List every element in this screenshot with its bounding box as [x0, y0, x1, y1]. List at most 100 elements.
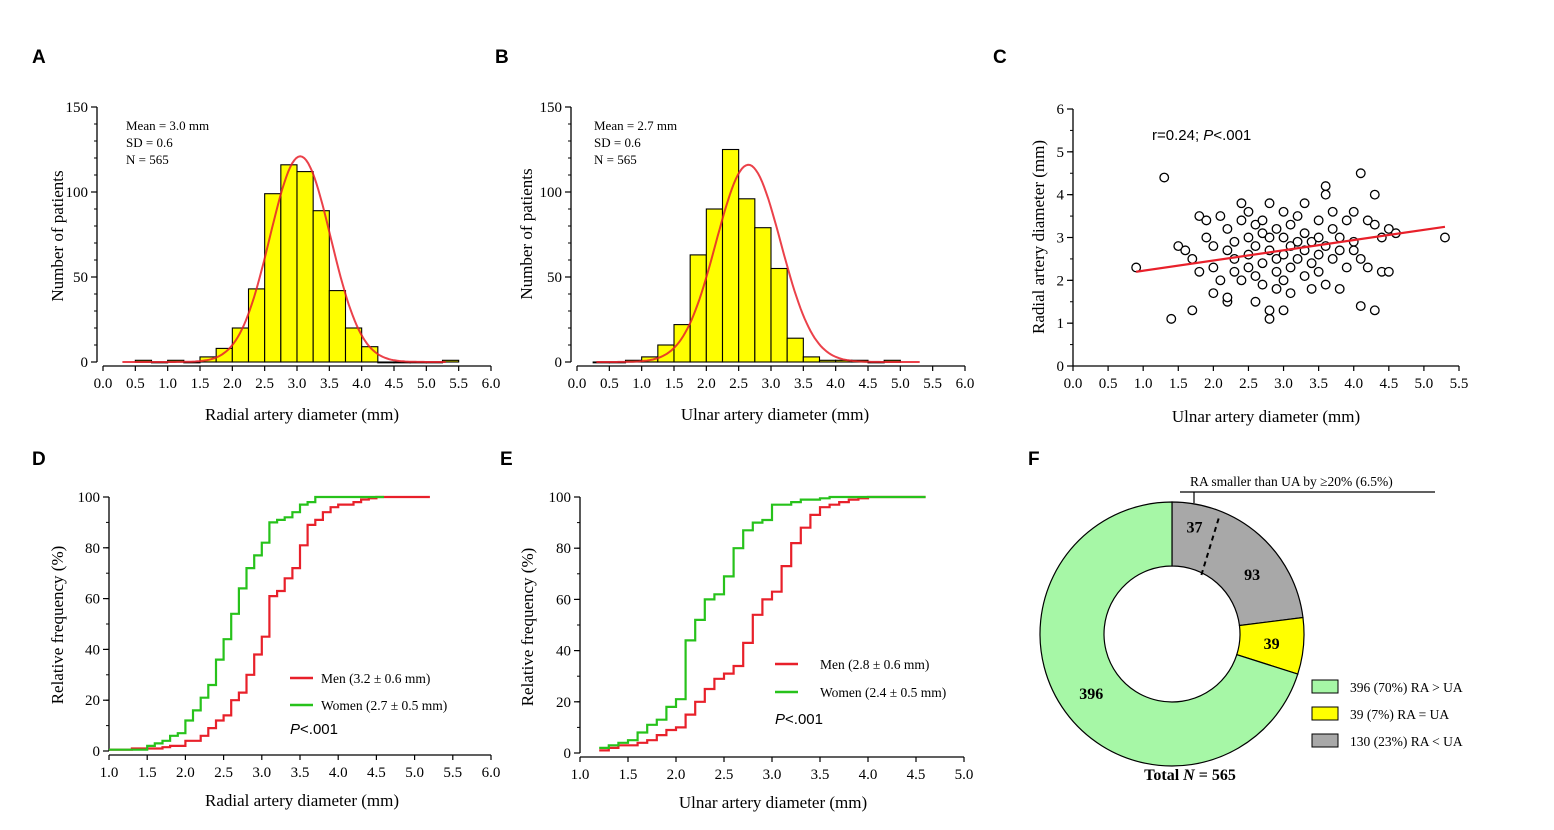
scatter-point	[1383, 223, 1394, 234]
scatter-point	[1278, 305, 1289, 316]
x-tick-label: 1.5	[619, 767, 638, 783]
panel-label-e: E	[500, 449, 513, 470]
x-tick-label: 4.0	[1344, 376, 1363, 392]
scatter-point	[1355, 168, 1366, 179]
x-tick-label: 4.5	[367, 765, 386, 781]
scatter-point	[1131, 262, 1142, 273]
scatter-point	[1243, 232, 1254, 243]
scatter-point	[1320, 279, 1331, 290]
histogram-bar	[673, 324, 691, 363]
panel-label-b: B	[495, 47, 509, 68]
scatter-point	[1271, 223, 1282, 234]
cdf-radial: 1.0 1.5 2.0 2.5 3.0 3.5 4.0 4.5 5.0 5.5 6.0 0 20 40 60…	[48, 490, 500, 810]
x-tick-label: 4.0	[826, 376, 845, 392]
scatter-point	[1348, 206, 1359, 217]
histogram-bar	[280, 164, 298, 363]
scatter-point	[1306, 283, 1317, 294]
scatter-point	[1229, 236, 1240, 247]
x-tick-label: 3.0	[252, 765, 271, 781]
normal-fit-curve	[596, 163, 920, 363]
scatter-point	[1222, 292, 1233, 303]
x-tick-label: 1.0	[571, 767, 590, 783]
x-tick-label: 3.0	[1274, 376, 1293, 392]
legend-men: Men (2.8 ± 0.6 mm)	[820, 657, 929, 672]
x-axis-title: Ulnar artery diameter (mm)	[679, 793, 867, 812]
x-tick-label: 5.0	[405, 765, 424, 781]
scatter-point	[1243, 206, 1254, 217]
x-tick-label: 0.5	[1099, 376, 1118, 392]
scatter-point	[1236, 275, 1247, 286]
scatter-point	[1369, 219, 1380, 230]
x-tick-label: 1.0	[1134, 376, 1153, 392]
y-tick-label: 2	[1057, 273, 1065, 289]
scatter-point	[1208, 288, 1219, 299]
histogram-bar	[344, 327, 363, 363]
scatter-point	[1440, 232, 1450, 243]
x-tick-label: 4.5	[1379, 376, 1398, 392]
legend-swatch-ra-greater	[1311, 679, 1339, 694]
x-tick-label: 4.0	[329, 765, 348, 781]
scatter-point	[1250, 219, 1261, 230]
scatter-point	[1278, 206, 1289, 217]
histogram-bar	[770, 267, 788, 363]
y-tick-label: 60	[556, 592, 571, 608]
y-axis-title: Relative frequency (%)	[48, 546, 67, 705]
scatter-point	[1348, 245, 1359, 256]
histogram-bar	[296, 171, 314, 363]
legend-ra-greater: 396 (70%) RA > UA	[1350, 680, 1463, 695]
scatter-point	[1250, 296, 1261, 307]
y-axis-title: Relative frequency (%)	[518, 548, 537, 707]
normal-fit-curve	[122, 155, 446, 363]
stat-n: N = 565	[126, 152, 169, 167]
x-tick-label: 3.5	[291, 765, 310, 781]
scatter-point	[1313, 249, 1324, 260]
scatter-point	[1208, 241, 1219, 252]
cdf-ulnar: 1.0 1.5 2.0 2.5 3.0 3.5 4.0 4.5 5.0020406080100 …	[518, 490, 973, 812]
y-axis-title: Number of patients	[48, 170, 67, 301]
scatter-point	[1369, 189, 1380, 200]
scatter-point	[1201, 232, 1212, 243]
histogram-bar	[754, 227, 772, 363]
correlation-annotation: r=0.24; P<.001	[1152, 127, 1251, 144]
x-tick-label: 1.5	[138, 765, 157, 781]
x-tick-label: 2.5	[255, 376, 274, 392]
x-tick-label: 3.5	[320, 376, 339, 392]
total-label: Total N = 565	[1144, 767, 1236, 784]
y-tick-label: 50	[73, 270, 88, 286]
x-tick-label: 5.0	[955, 767, 974, 783]
scatter-point	[1208, 262, 1219, 273]
cdf-line-women	[109, 495, 384, 751]
donut-chart: 37 93 39 396 RA smaller than UA by ≥20% (6.…	[1039, 474, 1463, 784]
scatter-point	[1264, 232, 1275, 243]
y-tick-label: 5	[1057, 145, 1065, 161]
scatter-point	[1201, 215, 1212, 226]
scatter-point	[1292, 211, 1303, 222]
scatter-point	[1299, 271, 1310, 282]
x-tick-label: 5.5	[449, 376, 468, 392]
y-tick-label: 0	[564, 746, 572, 762]
scatter-point	[1215, 211, 1226, 222]
x-tick-label: 2.0	[667, 767, 686, 783]
scatter-point	[1159, 172, 1170, 183]
y-tick-label: 100	[549, 490, 572, 506]
scatter-point	[1257, 258, 1268, 269]
scatter-point	[1285, 288, 1296, 299]
histogram-bar	[705, 208, 724, 363]
scatter-point	[1215, 275, 1226, 286]
histogram-ulnar: 0.0 0.5 1.0 1.5 2.0 2.5 3.0 3.5 4.0 4.5 5.0 5.5 6.0 0…	[517, 100, 974, 424]
x-tick-label: 0.0	[568, 376, 587, 392]
x-tick-label: 3.0	[288, 376, 307, 392]
legend-women: Women (2.7 ± 0.5 mm)	[321, 698, 447, 713]
x-tick-label: 5.0	[1415, 376, 1434, 392]
x-tick-label: 1.5	[1169, 376, 1188, 392]
x-tick-label: 4.5	[859, 376, 878, 392]
dashed-divider	[1200, 514, 1221, 576]
x-tick-label: 2.0	[223, 376, 242, 392]
stat-sd: SD = 0.6	[594, 135, 641, 150]
histogram-radial: 0.0 0.5 1.0 1.5 2.0 2.5 3.0 3.5 4.0 4.5 5.0 5.5 6.0 0…	[48, 100, 500, 424]
y-tick-label: 6	[1057, 102, 1065, 118]
histogram-bar	[215, 347, 233, 363]
legend-men: Men (3.2 ± 0.6 mm)	[321, 671, 430, 686]
scatter-point	[1257, 279, 1268, 290]
x-tick-label: 1.0	[632, 376, 651, 392]
